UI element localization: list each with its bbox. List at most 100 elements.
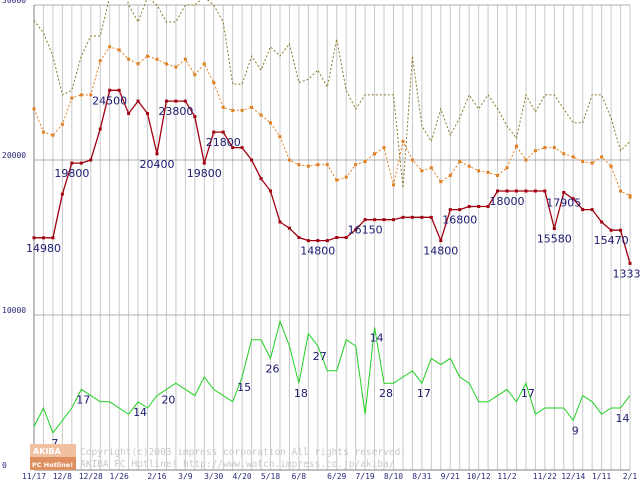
x-tick-label: 1/11	[592, 472, 611, 480]
data-point	[590, 208, 594, 212]
data-point	[98, 127, 102, 131]
data-point	[60, 192, 64, 196]
data-label: 18000	[490, 195, 525, 208]
data-label: 23800	[158, 105, 193, 118]
data-point	[619, 228, 623, 232]
data-label: 13330	[613, 267, 640, 280]
data-point	[373, 218, 377, 222]
data-point	[514, 189, 518, 193]
x-tick-label: 1/26	[110, 472, 129, 480]
data-point	[609, 164, 613, 168]
series-average	[32, 45, 632, 199]
data-point	[269, 121, 273, 125]
data-point	[278, 135, 282, 139]
data-point	[278, 220, 282, 224]
data-label: 14	[370, 331, 384, 344]
data-point	[458, 208, 462, 212]
data-point	[420, 169, 424, 173]
data-point	[628, 261, 632, 265]
data-point	[221, 105, 225, 109]
data-point	[297, 236, 301, 239]
data-point	[32, 236, 36, 240]
data-point	[382, 146, 386, 150]
data-label: 17	[521, 387, 535, 400]
data-label: 19800	[54, 167, 89, 180]
data-point	[146, 112, 150, 115]
x-tick-label: 2/16	[147, 472, 166, 480]
data-point	[363, 218, 367, 222]
x-tick-label: 11/2	[497, 472, 516, 480]
series-line-lowest-price	[34, 89, 631, 264]
data-point	[439, 180, 443, 184]
data-point	[600, 155, 604, 159]
data-point	[240, 108, 244, 112]
data-point	[581, 208, 585, 212]
data-point	[108, 88, 112, 92]
data-point	[70, 96, 74, 100]
data-point	[410, 158, 414, 162]
url-line: AKIBA PC Hotline! http://www.watch.impre…	[80, 459, 395, 470]
copyright-line: Copyright(c)2003 impress corporation All…	[80, 447, 406, 458]
data-point	[306, 164, 310, 168]
data-point	[486, 170, 490, 174]
y-tick-label: 0	[2, 461, 7, 470]
data-point	[477, 169, 481, 173]
data-point	[174, 99, 178, 103]
data-point	[32, 107, 36, 111]
data-point	[524, 158, 528, 162]
data-labels: 14980 19800 24500 23800 20400 19800 21800 14800…	[26, 94, 640, 450]
data-point	[543, 189, 547, 193]
data-point	[127, 57, 131, 61]
data-point	[439, 239, 443, 243]
data-point	[335, 178, 339, 182]
data-label: 17	[417, 387, 431, 400]
series	[32, 0, 632, 434]
data-point	[590, 161, 594, 165]
x-tick-label: 12/14	[561, 472, 585, 480]
data-point	[344, 236, 348, 239]
data-point	[117, 88, 121, 92]
data-label: 24500	[92, 94, 127, 107]
x-tick-label: 6/29	[327, 472, 346, 480]
data-point	[269, 189, 273, 193]
data-point	[391, 218, 395, 222]
data-label: 14	[616, 412, 630, 425]
data-point	[259, 177, 263, 181]
data-point	[354, 228, 358, 232]
data-point	[420, 215, 424, 219]
data-point	[496, 189, 500, 193]
logo-text-top: AKIBA	[33, 447, 61, 456]
data-point	[287, 226, 291, 230]
x-tick-label: 11/22	[533, 472, 557, 480]
data-point	[79, 161, 83, 165]
x-tick-label: 8/10	[384, 472, 403, 480]
data-point	[212, 130, 216, 134]
data-point	[240, 146, 244, 150]
data-point	[354, 163, 358, 167]
data-label: 15580	[537, 233, 572, 246]
x-tick-label: 8/31	[412, 472, 431, 480]
data-point	[250, 105, 254, 109]
data-point	[51, 236, 55, 240]
data-point	[183, 99, 187, 103]
series-line-upper-bound	[33, 0, 631, 188]
data-point	[467, 205, 471, 208]
data-label: 14980	[26, 242, 61, 255]
data-point	[401, 215, 405, 219]
data-label: 9	[572, 424, 579, 437]
data-point	[259, 113, 263, 117]
data-label: 27	[313, 350, 327, 363]
y-tick-label: 20000	[2, 151, 26, 160]
series-line-shop-count	[33, 319, 631, 434]
data-point	[250, 158, 254, 162]
data-point	[193, 73, 197, 77]
data-point	[60, 122, 64, 126]
data-point	[202, 62, 206, 66]
data-label: 15470	[594, 234, 629, 247]
series-lowest-price	[32, 88, 632, 265]
data-point	[581, 160, 585, 164]
data-point	[533, 149, 537, 153]
data-point	[117, 48, 121, 52]
